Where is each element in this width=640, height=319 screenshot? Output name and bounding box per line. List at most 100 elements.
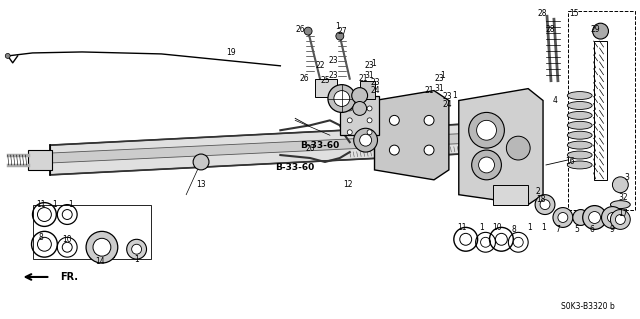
Text: 13: 13 [196, 180, 206, 189]
Circle shape [389, 145, 399, 155]
Circle shape [127, 239, 147, 259]
Bar [33, 204, 152, 259]
Circle shape [607, 212, 618, 222]
Circle shape [506, 136, 530, 160]
Circle shape [612, 177, 628, 193]
Text: 1: 1 [68, 200, 72, 209]
Circle shape [360, 134, 372, 146]
Text: 5: 5 [574, 225, 579, 234]
Circle shape [424, 145, 434, 155]
Circle shape [602, 207, 623, 228]
Text: 24: 24 [442, 100, 452, 109]
Ellipse shape [567, 92, 592, 100]
Text: 1: 1 [335, 22, 340, 31]
Circle shape [304, 27, 312, 35]
Ellipse shape [567, 101, 592, 109]
Circle shape [611, 210, 630, 229]
Text: 1: 1 [527, 223, 532, 232]
Circle shape [353, 101, 367, 115]
Circle shape [132, 244, 141, 254]
Text: 9: 9 [609, 225, 614, 234]
Circle shape [5, 53, 10, 58]
Text: 17: 17 [618, 209, 628, 218]
Circle shape [367, 130, 372, 135]
Text: 26: 26 [296, 25, 305, 33]
Text: 1: 1 [541, 223, 547, 232]
Text: 2: 2 [536, 187, 540, 196]
Text: 1: 1 [479, 223, 484, 232]
Text: 23: 23 [328, 71, 338, 80]
Text: 21: 21 [424, 86, 434, 95]
Polygon shape [459, 89, 543, 204]
Circle shape [495, 234, 508, 245]
Circle shape [336, 32, 344, 40]
Ellipse shape [567, 151, 592, 159]
Text: 32: 32 [618, 193, 628, 202]
Ellipse shape [567, 111, 592, 119]
Text: 4: 4 [552, 96, 557, 105]
Text: 24: 24 [371, 86, 380, 95]
Ellipse shape [567, 131, 592, 139]
Circle shape [62, 210, 72, 219]
Text: 12: 12 [343, 180, 353, 189]
Bar [90, 237, 114, 257]
Text: 7: 7 [556, 225, 561, 234]
Circle shape [540, 200, 550, 210]
Text: 31: 31 [365, 71, 374, 80]
Circle shape [513, 237, 524, 247]
Text: B-33-60: B-33-60 [300, 141, 340, 150]
Circle shape [352, 88, 367, 103]
Text: 16: 16 [565, 158, 575, 167]
Text: 27: 27 [338, 26, 348, 36]
Polygon shape [51, 120, 538, 175]
Text: 28: 28 [538, 9, 547, 18]
Text: 23: 23 [365, 61, 374, 70]
Bar [340, 96, 380, 135]
Text: 6: 6 [589, 225, 594, 234]
Circle shape [468, 112, 504, 148]
Text: 25: 25 [320, 76, 330, 85]
Text: 20: 20 [305, 144, 315, 152]
Text: 15: 15 [569, 9, 579, 18]
Text: 8: 8 [38, 233, 43, 242]
Circle shape [348, 106, 352, 111]
Circle shape [479, 157, 495, 173]
Text: 14: 14 [95, 256, 105, 266]
Text: 19: 19 [226, 48, 236, 57]
Circle shape [424, 115, 434, 125]
Circle shape [367, 106, 372, 111]
Text: 1: 1 [134, 255, 139, 263]
Text: 1: 1 [371, 59, 376, 68]
Circle shape [354, 128, 378, 152]
Circle shape [558, 212, 568, 222]
Text: 23: 23 [328, 56, 338, 65]
Text: 1: 1 [452, 91, 457, 100]
Circle shape [553, 208, 573, 227]
Text: 10: 10 [493, 223, 502, 232]
Text: 18: 18 [536, 195, 546, 204]
Polygon shape [374, 91, 449, 180]
Circle shape [535, 195, 555, 214]
Text: 21: 21 [359, 74, 369, 83]
Circle shape [472, 150, 501, 180]
Text: FR.: FR. [60, 272, 78, 282]
Text: S0K3-B3320 b: S0K3-B3320 b [561, 302, 614, 311]
Circle shape [477, 120, 497, 140]
Text: 1: 1 [440, 71, 445, 80]
Text: 22: 22 [316, 61, 324, 70]
Bar [360, 81, 374, 99]
Circle shape [93, 238, 111, 256]
Circle shape [616, 214, 625, 225]
Text: 10: 10 [63, 235, 72, 244]
Polygon shape [51, 130, 533, 163]
Circle shape [334, 91, 349, 107]
Text: 3: 3 [625, 173, 630, 182]
Circle shape [62, 242, 72, 252]
Text: 26: 26 [300, 74, 309, 83]
Circle shape [38, 237, 51, 251]
Text: 23: 23 [371, 78, 380, 87]
Ellipse shape [611, 201, 630, 209]
Circle shape [367, 118, 372, 123]
Circle shape [86, 231, 118, 263]
Bar [493, 185, 528, 204]
